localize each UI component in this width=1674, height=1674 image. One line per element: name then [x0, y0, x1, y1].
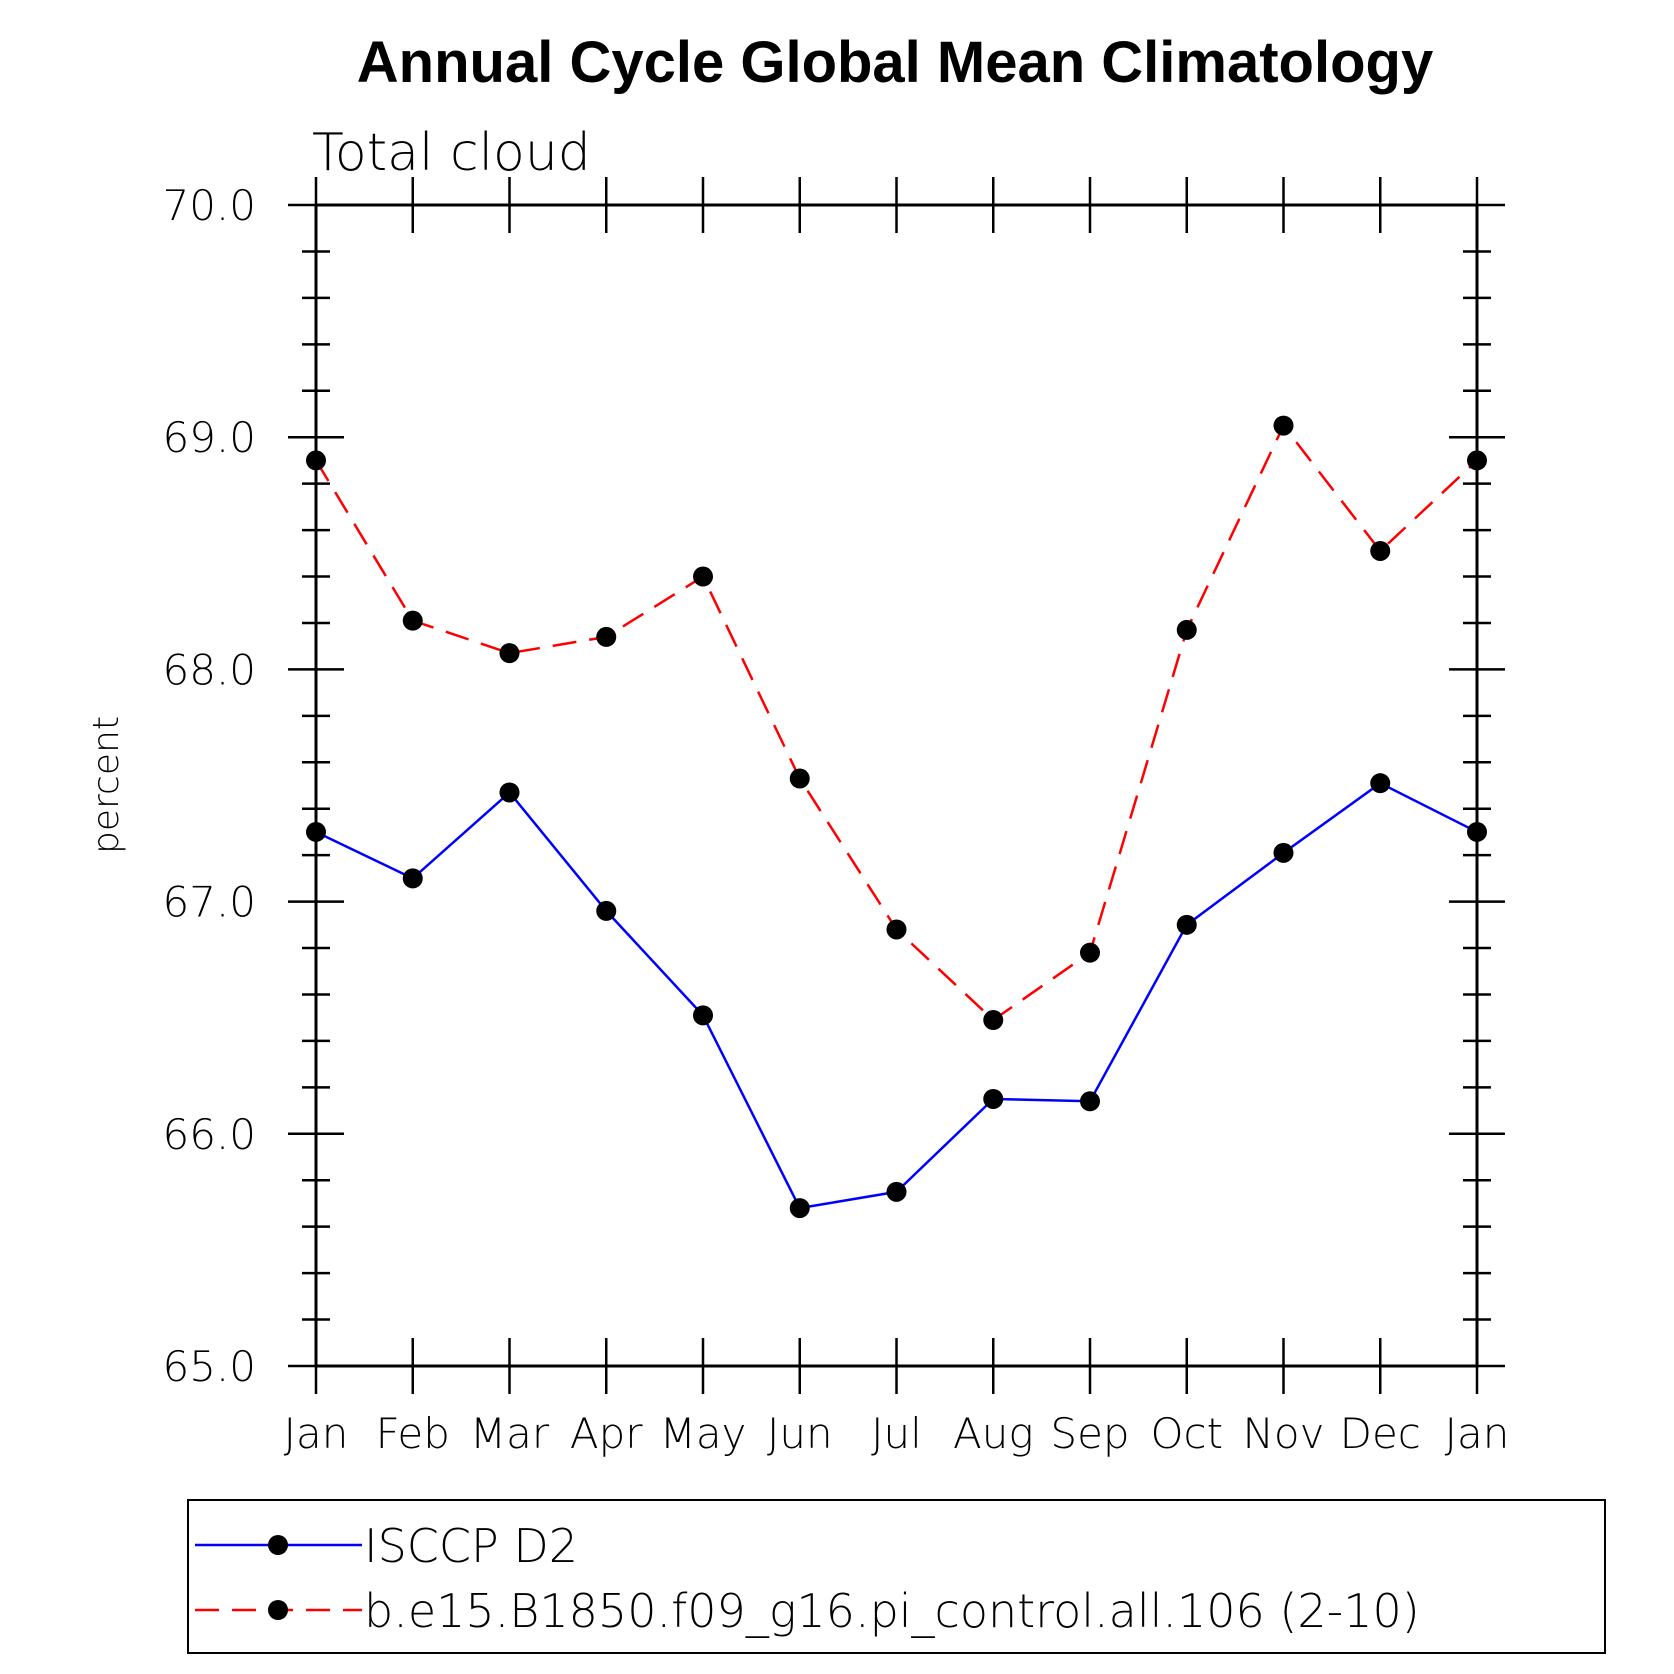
series-2-point: [789, 768, 810, 789]
y-tick-label: 66.0: [162, 1110, 256, 1159]
series-2-point: [596, 626, 617, 647]
chart-subtitle: Total cloud: [312, 123, 591, 183]
series-1-point: [499, 782, 520, 803]
series-2-point: [1467, 450, 1487, 471]
series-1-point: [1370, 773, 1391, 794]
series-1-point: [306, 821, 326, 842]
y-tick-label: 65.0: [162, 1342, 256, 1391]
series-1-point: [886, 1181, 907, 1202]
series-2-point: [1176, 619, 1197, 640]
legend-marker-1: [268, 1535, 288, 1555]
legend-marker-2: [268, 1600, 288, 1620]
y-tick-labels: 65.0 66.0 67.0 68.0 69.0 70.0: [162, 181, 256, 1391]
series-1-point: [402, 868, 423, 889]
series-1-point: [983, 1088, 1004, 1109]
series-layer: [306, 415, 1487, 1219]
series-2-point: [1370, 540, 1391, 561]
x-tick-labels: Jan Feb Mar Apr May Jun Jul Aug Sep Oct Nov Dec Jan: [284, 1409, 1510, 1458]
x-tick-label: May: [660, 1409, 747, 1458]
series-2-point: [499, 643, 520, 664]
x-tick-label: Dec: [1340, 1409, 1421, 1458]
x-tick-label: Jun: [767, 1409, 833, 1458]
x-tick-label: Nov: [1243, 1409, 1325, 1458]
series-1-point: [1080, 1091, 1100, 1112]
series-1-point: [1273, 842, 1294, 863]
series-2-point: [983, 1010, 1004, 1031]
legend-label-2: b.e15.B1850.f09_g16.pi_control.all.106 (…: [364, 1584, 1420, 1638]
series-2-point: [1273, 415, 1294, 436]
x-tick-label: Apr: [570, 1409, 643, 1458]
series-2-point: [1080, 942, 1100, 963]
series-2-point: [306, 450, 326, 471]
x-tick-label: Jan: [1445, 1409, 1510, 1458]
series-1-point: [789, 1198, 810, 1219]
series-2-point: [886, 919, 907, 940]
axis-ticks: [288, 177, 1505, 1394]
y-tick-label: 68.0: [162, 645, 256, 694]
x-tick-label: Aug: [953, 1409, 1034, 1458]
series-1-point: [1176, 914, 1197, 935]
x-tick-label: Jul: [871, 1409, 922, 1458]
y-axis-label: percent: [86, 716, 127, 854]
series-line-1: [315, 781, 1478, 1210]
x-tick-label: Sep: [1050, 1409, 1129, 1458]
series-2-point: [693, 566, 713, 587]
y-tick-label: 67.0: [162, 878, 256, 927]
series-1-point: [693, 1005, 713, 1026]
legend-box: [187, 1499, 1606, 1654]
legend-label-1: ISCCP D2: [364, 1519, 578, 1573]
x-tick-label: Oct: [1150, 1409, 1223, 1458]
x-tick-label: Feb: [376, 1409, 450, 1458]
series-1-point: [1467, 821, 1487, 842]
legend: ISCCP D2 b.e15.B1850.f09_g16.pi_control.a…: [195, 1519, 1420, 1638]
y-tick-label: 70.0: [162, 181, 256, 230]
series-1-point: [596, 900, 617, 921]
x-tick-label: Jan: [284, 1409, 349, 1458]
series-2-point: [402, 610, 423, 631]
x-tick-label: Mar: [470, 1409, 550, 1458]
chart-title: Annual Cycle Global Mean Climatology: [357, 30, 1433, 95]
y-tick-label: 69.0: [162, 413, 256, 462]
